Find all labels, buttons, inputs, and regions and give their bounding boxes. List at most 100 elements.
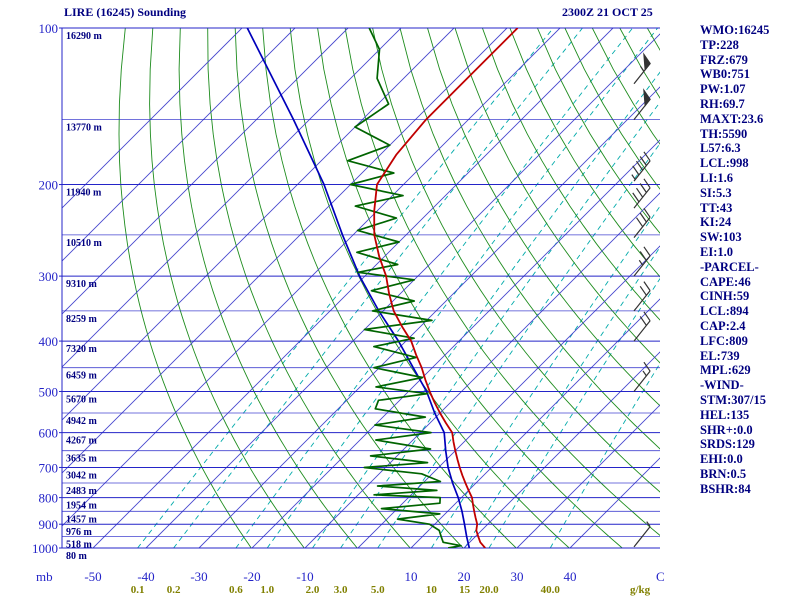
isotherm-line — [516, 404, 660, 548]
temp-tick-label: 10 — [405, 569, 418, 584]
wind-barb — [632, 178, 651, 209]
mixing-ratio-label: 5.0 — [371, 584, 385, 596]
stat-line: SW:103 — [700, 230, 742, 245]
sounding-profiles — [246, 28, 519, 548]
stat-line: KI:24 — [700, 215, 732, 230]
dry-adiabat-line — [427, 28, 660, 407]
skewt-chart: 100 200 300 400 500 600 700 800 900 1000 mb 16290 m… — [32, 21, 665, 596]
stat-line: SI:5.3 — [700, 185, 732, 200]
dry-adiabat-line — [481, 28, 660, 321]
temp-tick-label: 30 — [511, 569, 524, 584]
pressure-tick-label: 800 — [39, 491, 59, 506]
isotherm-line — [198, 86, 660, 548]
wind-barb — [633, 311, 651, 342]
height-label: 9310 m — [66, 279, 98, 290]
height-label: 1954 m — [66, 501, 98, 512]
isotherm-line — [304, 192, 660, 548]
dry-adiabat-line — [646, 28, 660, 51]
isotherm-line — [62, 28, 402, 368]
isotherm-line — [92, 28, 614, 548]
stat-line: RH:69.7 — [700, 96, 745, 111]
stat-line: BSHR:84 — [700, 481, 751, 496]
height-label: 11940 m — [66, 188, 102, 199]
stat-line: EHI:0.0 — [700, 452, 743, 467]
stat-line: EI:1.0 — [700, 244, 733, 259]
temp-unit-label: C — [656, 569, 665, 584]
dry-adiabat-line — [564, 28, 660, 190]
mixing-ratio-label: 0.6 — [229, 584, 243, 596]
stat-line: -PARCEL- — [700, 259, 759, 274]
mixing-ratio-label: 3.0 — [334, 584, 348, 596]
stat-line: CAPE:46 — [700, 274, 751, 289]
mixing-ratio-line — [266, 28, 658, 548]
stat-line: PW:1.07 — [700, 82, 746, 97]
pressure-tick-label: 900 — [39, 517, 59, 532]
height-label: 6459 m — [66, 371, 98, 382]
mixing-ratio-label: 10 — [426, 584, 438, 596]
mixing-ratio-line — [235, 28, 633, 548]
stat-line: LCL:998 — [700, 156, 749, 171]
stat-line: TH:5590 — [700, 126, 748, 141]
stat-line: LFC:809 — [700, 333, 748, 348]
dewpoint-curve — [346, 28, 462, 548]
isotherm-line — [62, 28, 508, 474]
parcel-trace-curve — [246, 28, 471, 548]
mixing-ratio-label: 0.2 — [167, 584, 181, 596]
stat-line: BRN:0.5 — [700, 466, 747, 481]
stat-line: MAXT:23.6 — [700, 111, 764, 126]
height-label: 4267 m — [66, 436, 98, 447]
mixing-ratio-label: 0.1 — [131, 584, 145, 596]
dry-adiabat-line — [591, 28, 660, 145]
temp-tick-label: 40 — [564, 569, 577, 584]
wind-barb — [633, 281, 651, 312]
stat-line: WMO:16245 — [700, 23, 770, 37]
pressure-tick-label: 700 — [39, 460, 59, 475]
mixing-ratio-line — [549, 362, 660, 548]
temperature-curve — [373, 28, 519, 548]
isotherm-line — [569, 457, 660, 548]
wind-barb — [633, 361, 651, 392]
stat-line: TP:228 — [700, 37, 739, 52]
pressure-tick-label: 200 — [39, 178, 59, 193]
temp-tick-label: -30 — [190, 569, 207, 584]
stat-line: LCL:894 — [700, 304, 749, 319]
pressure-tick-label: 100 — [39, 21, 59, 36]
isotherm-line — [410, 298, 660, 548]
height-label: 13770 m — [66, 123, 103, 134]
stat-line: WB0:751 — [700, 67, 750, 82]
height-label: 8259 m — [66, 314, 98, 325]
height-label: 16290 m — [66, 31, 103, 42]
height-label: 976 m — [66, 527, 93, 538]
stat-line: MPL:629 — [700, 363, 751, 378]
pressure-tick-label: 400 — [39, 334, 59, 349]
isotherm-line — [62, 28, 455, 421]
stat-line: LI:1.6 — [700, 170, 733, 185]
dry-adiabat-line — [149, 28, 305, 548]
temp-tick-label: -40 — [137, 569, 154, 584]
height-label: 1457 m — [66, 514, 98, 525]
height-label: 4942 m — [66, 416, 98, 427]
isotherm-line — [357, 245, 660, 548]
height-label: 3042 m — [66, 470, 98, 481]
height-label: 7320 m — [66, 344, 98, 355]
mixing-ratio-label: 15 — [459, 584, 471, 596]
mixing-ratio-label: 1.0 — [260, 584, 274, 596]
wind-barb — [631, 151, 651, 182]
chart-gridlines — [62, 28, 660, 548]
dry-adiabat-line — [399, 28, 660, 450]
wind-barb — [633, 521, 651, 548]
wind-barb — [633, 52, 651, 85]
mixing-ratio-line — [312, 71, 660, 548]
wind-barb — [633, 88, 651, 120]
isotherm-line — [145, 33, 660, 548]
station-title: LIRE (16245) Sounding — [64, 5, 187, 19]
stat-line: EL:739 — [700, 348, 740, 363]
dry-adiabat-line — [372, 28, 660, 493]
stat-line: TT:43 — [700, 200, 733, 215]
mixing-ratio-label: 40.0 — [541, 584, 561, 596]
isotherm-line — [251, 139, 660, 548]
mixing-ratio-line — [464, 246, 660, 548]
isotherm-line — [62, 28, 349, 315]
mixing-unit-label: g/kg — [630, 584, 651, 596]
isotherm-line — [62, 28, 243, 209]
